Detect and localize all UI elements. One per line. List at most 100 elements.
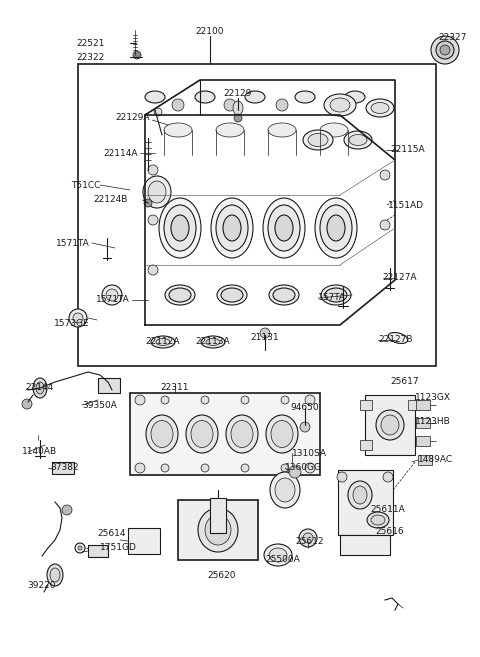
Ellipse shape (271, 420, 293, 447)
Circle shape (148, 265, 158, 275)
Circle shape (260, 328, 270, 338)
Text: 1751GD: 1751GD (100, 543, 137, 553)
Text: 22124B: 22124B (94, 196, 128, 204)
Ellipse shape (164, 205, 196, 251)
Circle shape (201, 396, 209, 404)
Text: 25616: 25616 (375, 528, 404, 537)
Ellipse shape (191, 420, 213, 447)
Bar (416, 418, 430, 428)
Ellipse shape (151, 420, 173, 447)
Ellipse shape (349, 135, 367, 145)
Circle shape (161, 464, 169, 472)
Circle shape (431, 36, 459, 64)
Text: 1360GG: 1360GG (285, 463, 322, 472)
Bar (52, 462, 74, 474)
Text: 22311: 22311 (161, 384, 189, 392)
Ellipse shape (320, 123, 348, 137)
Ellipse shape (221, 288, 243, 302)
Ellipse shape (50, 568, 60, 582)
Text: 1571TA: 1571TA (56, 238, 90, 248)
Circle shape (154, 108, 162, 116)
Text: 25617: 25617 (390, 378, 419, 386)
Ellipse shape (388, 332, 408, 344)
Ellipse shape (164, 123, 192, 137)
Bar (88, 545, 108, 557)
Text: 22327: 22327 (438, 34, 467, 43)
Circle shape (440, 45, 450, 55)
Ellipse shape (275, 478, 295, 502)
Text: 22100: 22100 (196, 28, 224, 37)
Text: 21131: 21131 (251, 334, 279, 342)
Ellipse shape (268, 205, 300, 251)
Circle shape (299, 529, 317, 547)
Bar (360, 400, 372, 410)
Bar (408, 400, 420, 410)
Circle shape (281, 464, 289, 472)
Circle shape (148, 165, 158, 175)
Circle shape (337, 472, 347, 482)
Ellipse shape (36, 382, 44, 394)
Ellipse shape (156, 338, 170, 346)
Circle shape (201, 464, 209, 472)
Bar (98, 378, 120, 393)
Ellipse shape (330, 98, 350, 112)
Ellipse shape (171, 215, 189, 241)
Text: 39220: 39220 (28, 581, 56, 591)
Ellipse shape (33, 378, 47, 398)
Bar (210, 498, 226, 533)
Circle shape (328, 99, 340, 111)
Text: 1151AD: 1151AD (388, 200, 424, 210)
Ellipse shape (211, 198, 253, 258)
Circle shape (305, 395, 315, 405)
Text: 22144: 22144 (25, 384, 53, 392)
Ellipse shape (216, 205, 248, 251)
Ellipse shape (324, 94, 356, 116)
Ellipse shape (275, 215, 293, 241)
Ellipse shape (231, 420, 253, 447)
Circle shape (380, 220, 390, 230)
Ellipse shape (268, 123, 296, 137)
Text: 25500A: 25500A (265, 556, 300, 564)
Bar (418, 455, 432, 465)
Text: 1489AC: 1489AC (418, 455, 453, 464)
Circle shape (289, 466, 301, 478)
Circle shape (281, 396, 289, 404)
Ellipse shape (233, 101, 243, 115)
Ellipse shape (381, 415, 399, 435)
Ellipse shape (366, 99, 394, 117)
Circle shape (102, 285, 122, 305)
Bar (365, 395, 415, 455)
Ellipse shape (198, 508, 238, 552)
Circle shape (106, 289, 118, 301)
Bar (178, 500, 258, 560)
Ellipse shape (345, 91, 365, 103)
Ellipse shape (269, 285, 299, 305)
Bar (416, 436, 430, 446)
Ellipse shape (205, 515, 231, 545)
Circle shape (241, 464, 249, 472)
Text: 1573GE: 1573GE (54, 319, 90, 327)
Ellipse shape (148, 181, 166, 203)
Ellipse shape (273, 288, 295, 302)
Ellipse shape (270, 472, 300, 508)
Circle shape (224, 99, 236, 111)
Ellipse shape (308, 133, 328, 147)
Text: 157TA: 157TA (318, 294, 346, 302)
Ellipse shape (151, 336, 175, 348)
Circle shape (69, 309, 87, 327)
Text: 25612: 25612 (296, 537, 324, 547)
Ellipse shape (371, 515, 385, 525)
Bar (340, 535, 390, 555)
Ellipse shape (201, 336, 225, 348)
Ellipse shape (264, 544, 292, 566)
Text: 22129A: 22129A (116, 114, 150, 122)
Ellipse shape (321, 285, 351, 305)
Bar (338, 470, 393, 535)
Ellipse shape (186, 415, 218, 453)
Text: 22112A: 22112A (146, 338, 180, 346)
Circle shape (172, 99, 184, 111)
Ellipse shape (315, 198, 357, 258)
Text: 22113A: 22113A (196, 338, 230, 346)
Circle shape (436, 41, 454, 59)
Circle shape (383, 472, 393, 482)
